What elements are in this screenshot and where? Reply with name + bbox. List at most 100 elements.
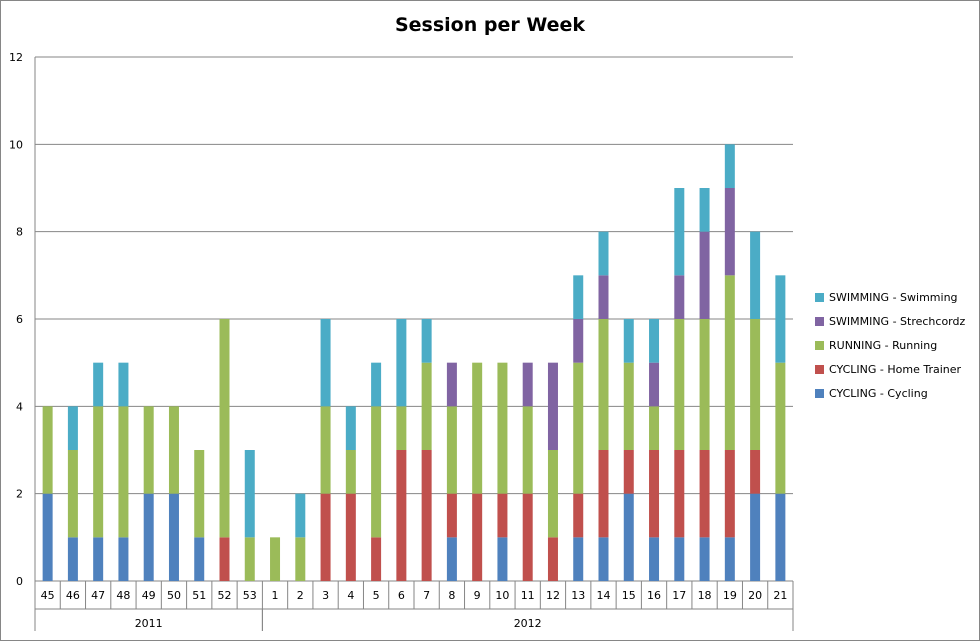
x-tick-label: 3 — [322, 589, 329, 602]
bar-segment — [699, 537, 710, 581]
bar-segment — [775, 362, 786, 494]
bar-segment — [573, 537, 584, 581]
bar-segment — [674, 319, 685, 450]
bar-segment — [674, 275, 685, 319]
bar-segment — [194, 537, 205, 581]
legend-label: SWIMMING - Swimming — [829, 290, 958, 304]
bar-segment — [699, 188, 710, 232]
bar-segment — [421, 362, 432, 450]
x-tick-label: 9 — [474, 589, 481, 602]
bar-segment — [724, 144, 735, 188]
bar-segment — [42, 406, 53, 494]
x-tick-label: 18 — [698, 589, 712, 602]
x-tick-label: 1 — [272, 589, 279, 602]
legend-label: SWIMMING - Strechcordz — [829, 314, 966, 328]
bar-segment — [775, 493, 786, 581]
group-label: 2012 — [514, 617, 542, 630]
x-tick-label: 7 — [423, 589, 430, 602]
bar-segment — [497, 537, 508, 581]
x-tick-label: 17 — [672, 589, 686, 602]
bar-segment — [143, 493, 154, 581]
y-tick-label: 0 — [16, 575, 23, 588]
x-tick-label: 49 — [142, 589, 156, 602]
bar-segment — [244, 537, 255, 581]
bar-segment — [446, 537, 457, 581]
bar-segment — [67, 537, 78, 581]
bar-segment — [750, 319, 761, 450]
bar-segment — [320, 493, 331, 581]
legend-swatch — [815, 292, 824, 302]
legend-item: CYCLING - Cycling — [815, 381, 965, 405]
x-tick-label: 4 — [347, 589, 354, 602]
bar-segment — [598, 319, 609, 450]
legend-swatch — [815, 388, 824, 398]
bar-segment — [295, 537, 306, 581]
bar-segment — [421, 450, 432, 581]
bar-segment — [194, 450, 205, 538]
bar-segment — [674, 537, 685, 581]
x-tick-label: 2 — [297, 589, 304, 602]
bar-segment — [750, 450, 761, 494]
bar-segment — [497, 362, 508, 494]
bar-segment — [623, 362, 634, 450]
bar-segment — [573, 493, 584, 538]
bar-segment — [472, 493, 483, 581]
bar-segment — [547, 362, 558, 450]
bar-segment — [573, 362, 584, 494]
x-tick-label: 50 — [167, 589, 181, 602]
bar-segment — [168, 406, 179, 494]
legend-item: RUNNING - Running — [815, 333, 965, 357]
bar-segment — [371, 406, 382, 538]
x-tick-label: 12 — [546, 589, 560, 602]
x-tick-label: 20 — [748, 589, 762, 602]
bar-segment — [598, 537, 609, 581]
bar-segment — [270, 537, 281, 581]
x-tick-label: 21 — [773, 589, 787, 602]
bar-segment — [396, 450, 407, 581]
bar-segment — [371, 362, 382, 407]
x-tick-label: 52 — [218, 589, 232, 602]
bar-segment — [623, 493, 634, 581]
bar-segment — [446, 493, 457, 538]
bar-segment — [547, 537, 558, 581]
chart-title: Session per Week — [394, 14, 586, 36]
bar-segment — [320, 406, 331, 494]
bar-segment — [750, 231, 761, 319]
bar-segment — [219, 537, 230, 581]
bar-segment — [724, 537, 735, 581]
bar-segment — [649, 450, 660, 538]
bar-segment — [573, 275, 584, 319]
x-tick-label: 10 — [495, 589, 509, 602]
bar-segment — [674, 188, 685, 276]
bar-segment — [598, 231, 609, 276]
bar-segment — [623, 319, 634, 363]
bar-segment — [775, 275, 786, 363]
bar-segment — [472, 362, 483, 494]
legend-label: CYCLING - Home Trainer — [829, 362, 962, 376]
bar-segment — [699, 319, 710, 450]
bar-segment — [623, 450, 634, 494]
legend-swatch — [815, 364, 824, 374]
bar-segment — [244, 450, 255, 538]
x-tick-label: 48 — [116, 589, 130, 602]
legend-label: RUNNING - Running — [829, 338, 938, 352]
bar-segment — [143, 406, 154, 494]
bar-segment — [118, 362, 129, 407]
bar-segment — [345, 406, 356, 450]
x-tick-label: 53 — [243, 589, 257, 602]
bar-segment — [598, 275, 609, 319]
legend-swatch — [815, 316, 824, 326]
bar-segment — [699, 450, 710, 538]
bar-segment — [345, 493, 356, 581]
bar-segment — [573, 319, 584, 363]
bar-segment — [724, 275, 735, 450]
bar-segment — [497, 493, 508, 538]
bar-segment — [93, 406, 104, 538]
bar-segment — [118, 406, 129, 538]
bar-segment — [649, 319, 660, 363]
x-tick-label: 13 — [571, 589, 585, 602]
x-tick-label: 8 — [448, 589, 455, 602]
legend-item: SWIMMING - Strechcordz — [815, 309, 965, 333]
bar-segment — [421, 319, 432, 363]
bar-segment — [649, 362, 660, 407]
